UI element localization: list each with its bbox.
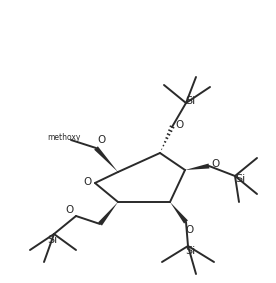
Text: O: O <box>65 205 73 215</box>
Text: Si: Si <box>235 174 245 184</box>
Polygon shape <box>94 146 118 172</box>
Text: O: O <box>186 225 194 235</box>
Text: Si: Si <box>185 96 195 106</box>
Polygon shape <box>185 164 209 170</box>
Text: O: O <box>175 120 183 130</box>
Polygon shape <box>98 202 118 226</box>
Text: O: O <box>212 159 220 169</box>
Text: Si: Si <box>185 246 195 256</box>
Polygon shape <box>170 202 188 224</box>
Text: O: O <box>97 135 105 145</box>
Text: O: O <box>84 177 92 187</box>
Text: Si: Si <box>47 235 57 245</box>
Text: methoxy: methoxy <box>47 134 81 143</box>
